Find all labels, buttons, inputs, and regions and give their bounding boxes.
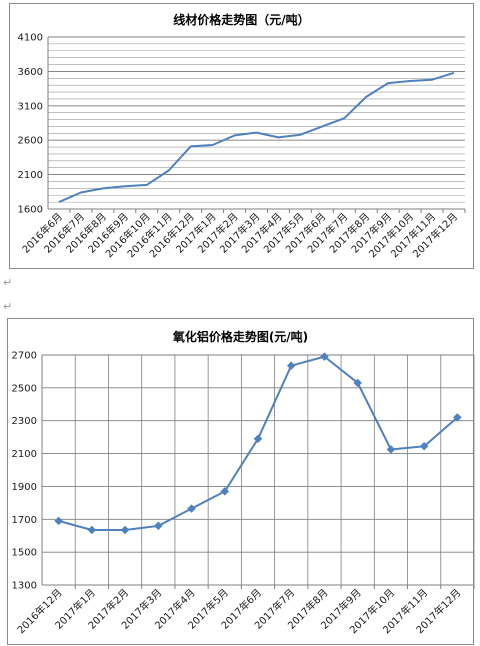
data-point-marker bbox=[386, 445, 396, 454]
y-tick-label: 2500 bbox=[12, 383, 37, 394]
y-tick-label: 2300 bbox=[12, 416, 37, 427]
y-tick-label: 1300 bbox=[12, 581, 37, 592]
chart-canvas: 1600210026003100360041002016年6月2016年7月20… bbox=[18, 33, 466, 260]
data-point-marker bbox=[286, 361, 296, 371]
data-point-marker bbox=[120, 525, 130, 535]
data-point-marker bbox=[353, 378, 363, 388]
y-tick-label: 2100 bbox=[18, 170, 43, 181]
data-point-marker bbox=[253, 434, 263, 444]
y-tick-label: 2600 bbox=[18, 136, 43, 147]
chart-title: 氧化铝价格走势图(元/吨) bbox=[172, 330, 309, 344]
y-tick-label: 4100 bbox=[18, 33, 43, 44]
wire-rod-price-chart: 线材价格走势图（元/吨） 1600 2100 2600 3100 3600 4100 201… bbox=[9, 3, 474, 269]
y-tick-label: 2700 bbox=[12, 351, 37, 362]
y-tick-label: 2100 bbox=[12, 449, 37, 460]
data-point-marker bbox=[153, 521, 163, 531]
data-point-marker bbox=[87, 525, 97, 535]
series-line bbox=[58, 355, 459, 531]
y-tick-label: 1600 bbox=[18, 205, 43, 216]
y-tick-label: 1700 bbox=[12, 515, 37, 526]
paragraph-mark: ↵ bbox=[3, 276, 13, 289]
alumina-price-chart: 氧化铝价格走势图(元/吨) 1300 1500 1700 1900 2100 2300 25… bbox=[7, 318, 475, 645]
data-point-marker bbox=[320, 352, 329, 361]
data-point-marker bbox=[453, 413, 462, 422]
data-point-marker bbox=[187, 504, 196, 513]
data-point-marker bbox=[419, 441, 429, 451]
data-point-marker bbox=[54, 516, 63, 526]
y-tick-label: 3600 bbox=[18, 67, 43, 78]
y-tick-label: 1500 bbox=[12, 548, 37, 559]
data-point-marker bbox=[220, 487, 230, 496]
series-line bbox=[58, 71, 455, 204]
y-tick-label: 1900 bbox=[12, 482, 37, 493]
y-tick-label: 3100 bbox=[18, 101, 43, 112]
chart-canvas: 130015001700190021002300250027002016年12月… bbox=[12, 351, 475, 636]
paragraph-mark: ↵ bbox=[3, 300, 13, 313]
chart-title: 线材价格走势图（元/吨） bbox=[173, 13, 310, 27]
